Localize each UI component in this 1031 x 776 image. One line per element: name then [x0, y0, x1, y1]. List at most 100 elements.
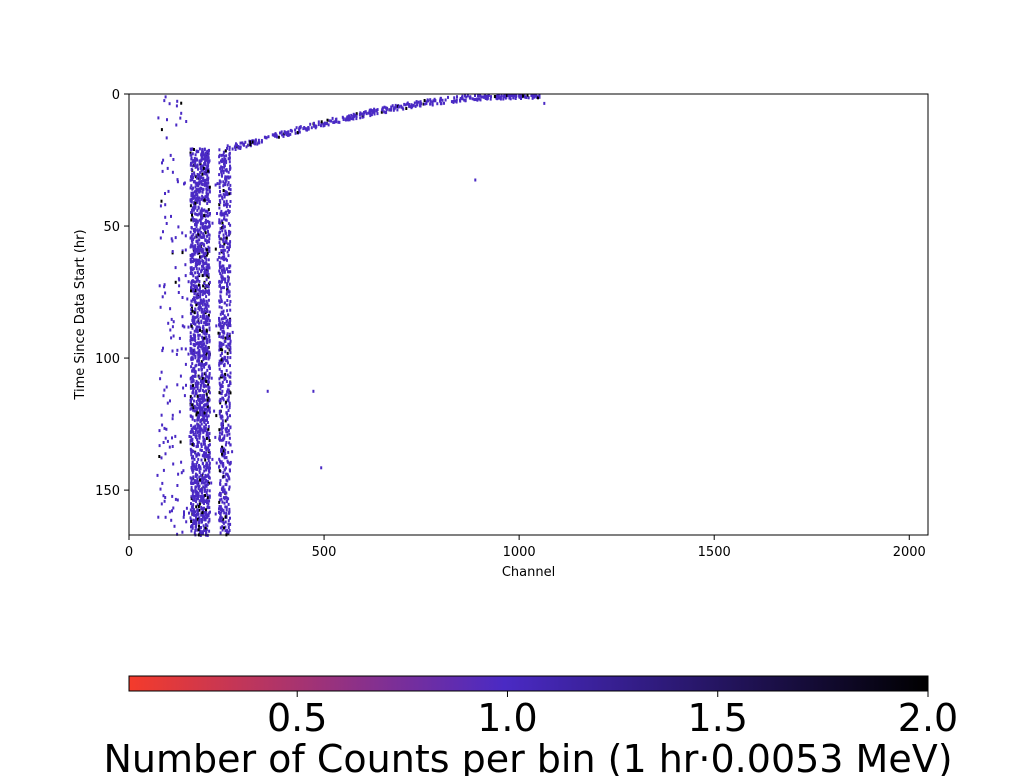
heat-cell — [191, 396, 194, 400]
heat-cell — [226, 193, 229, 197]
heat-cell — [190, 453, 193, 457]
heat-cell — [313, 121, 315, 125]
heat-cell — [190, 524, 193, 528]
heat-cell — [223, 165, 226, 169]
heat-cell — [436, 102, 439, 106]
heat-cell — [205, 183, 208, 187]
heat-cell — [221, 525, 224, 529]
heat-cell — [189, 331, 192, 335]
heat-cell — [207, 387, 210, 391]
heat-cell — [206, 274, 209, 278]
heat-cell — [525, 96, 528, 99]
heat-cell — [208, 489, 211, 493]
heat-cell — [205, 315, 208, 319]
heat-cell — [229, 223, 232, 227]
heat-cell — [181, 249, 184, 253]
heat-cell — [195, 221, 197, 225]
heat-cell — [202, 150, 204, 154]
heat-cell — [199, 409, 201, 413]
heat-cell — [205, 195, 208, 198]
heat-cell — [244, 140, 247, 144]
heat-cell — [190, 347, 193, 351]
heat-cell — [195, 267, 198, 271]
heat-cell — [218, 318, 221, 322]
heat-cell — [218, 505, 221, 508]
heat-cell — [196, 258, 199, 262]
heat-cell — [267, 135, 270, 139]
heat-cell — [192, 408, 195, 412]
heat-cell — [505, 94, 508, 97]
heat-cell — [171, 436, 173, 440]
heat-cell — [203, 439, 206, 443]
heat-cell — [221, 229, 224, 233]
heat-cell — [218, 434, 221, 438]
heat-cell — [182, 515, 185, 519]
heat-cell — [200, 481, 203, 485]
heat-cell — [208, 148, 210, 152]
heat-cell — [480, 95, 483, 99]
heat-cell — [207, 160, 210, 164]
heat-cell — [223, 447, 226, 451]
heat-cell — [227, 522, 230, 526]
heat-cell — [191, 279, 194, 283]
heat-cell — [518, 94, 521, 98]
heat-cell — [219, 514, 222, 518]
heat-cell — [179, 440, 182, 444]
heat-cell — [229, 460, 232, 464]
heat-cell — [193, 288, 196, 292]
heat-cell — [218, 332, 221, 336]
heat-cell — [190, 365, 193, 369]
heat-cell — [176, 178, 179, 182]
heat-cell — [206, 415, 209, 419]
heat-cell — [226, 426, 228, 430]
heat-cell — [218, 320, 221, 324]
heat-cell — [221, 255, 224, 259]
heat-cell — [192, 498, 195, 502]
heat-cell — [203, 157, 205, 161]
heat-cell — [226, 309, 229, 313]
heat-cell — [206, 160, 209, 164]
heat-cell — [200, 309, 203, 313]
heat-cell — [205, 152, 208, 155]
heat-cell — [178, 410, 181, 414]
heat-cell — [189, 204, 192, 208]
heat-cell — [205, 307, 208, 311]
heat-cell — [175, 352, 178, 356]
heat-cell — [225, 168, 228, 172]
heat-cell — [223, 200, 226, 204]
heat-cell — [194, 264, 197, 268]
heat-cell — [197, 341, 200, 345]
heat-cell — [198, 147, 201, 151]
heat-cell — [196, 176, 199, 180]
heat-cell — [423, 99, 426, 102]
heat-cell — [375, 109, 378, 113]
heat-cell — [208, 499, 211, 503]
heat-cell — [200, 241, 203, 245]
heat-cell — [189, 178, 192, 182]
heat-cell — [193, 419, 196, 423]
heat-cell — [198, 289, 201, 293]
heat-cell — [192, 246, 195, 250]
heat-cell — [347, 118, 350, 122]
heat-cell — [198, 212, 201, 216]
heat-cell — [202, 166, 205, 170]
heat-cell — [222, 324, 225, 328]
heat-cell — [226, 275, 229, 279]
heat-cell — [178, 336, 181, 340]
heat-cell — [200, 290, 203, 293]
heat-cell — [218, 305, 221, 309]
heat-cell — [206, 174, 209, 178]
heat-cell — [192, 297, 195, 301]
heat-cell — [222, 224, 225, 227]
heat-cell — [225, 441, 228, 444]
heat-cell — [226, 459, 229, 463]
heat-cell — [312, 389, 315, 393]
heat-cell — [202, 399, 205, 402]
heat-cell — [190, 259, 192, 263]
heat-cell — [225, 205, 228, 209]
heat-cell — [171, 239, 174, 243]
heat-cell — [205, 451, 207, 455]
heat-cell — [192, 430, 194, 434]
heat-cell — [206, 234, 208, 238]
heat-cell — [191, 415, 194, 419]
